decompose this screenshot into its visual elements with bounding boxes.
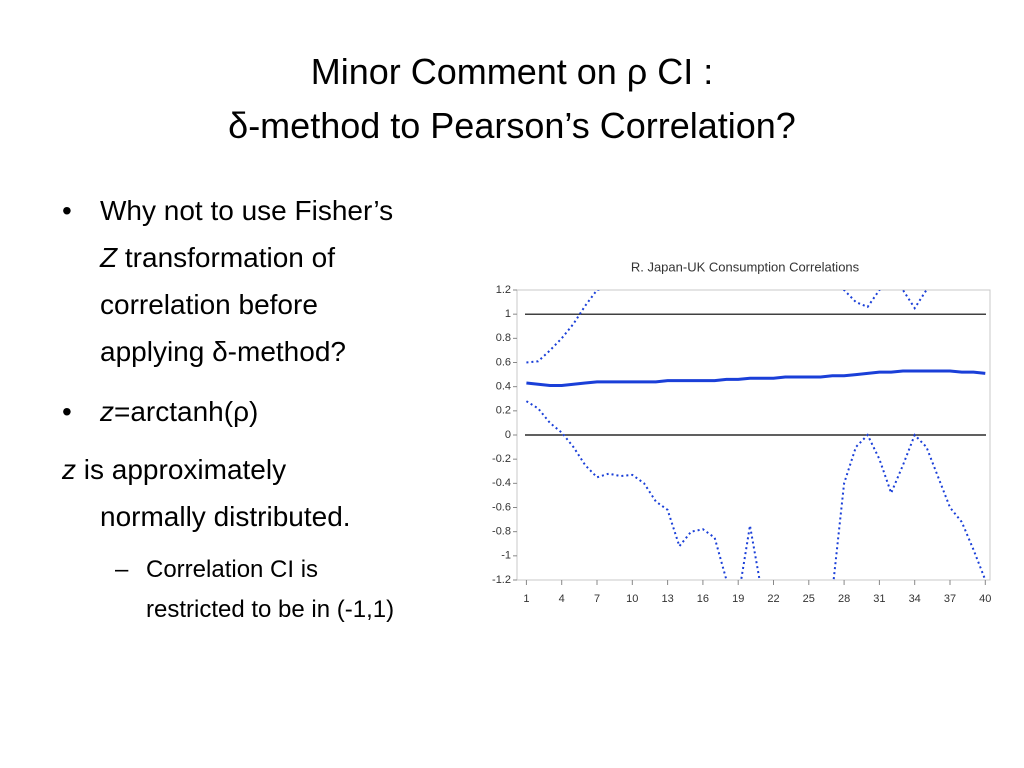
- y-tick-label: 0.2: [496, 405, 511, 417]
- text-run: is approximately: [76, 454, 287, 485]
- x-tick-label: 10: [626, 593, 638, 605]
- slide-title: δ-method to Pearson’s Correlation?: [228, 105, 796, 146]
- text-run: =arctanh(ρ): [114, 396, 259, 427]
- bullet-line: applying δ-method?: [100, 337, 346, 367]
- series-line: [526, 369, 986, 387]
- y-tick-label: 0.4: [496, 381, 511, 393]
- bullet-line: z=arctanh(ρ): [100, 397, 258, 427]
- y-tick-label: -0.2: [492, 453, 511, 465]
- x-tick-label: 16: [697, 593, 709, 605]
- bullet-marker: –: [115, 556, 129, 583]
- text-run: restricted to be in (-1,1): [146, 596, 395, 623]
- bullet-marker: •: [62, 396, 72, 427]
- text-run: z: [100, 396, 114, 427]
- text-run: z: [62, 454, 76, 485]
- bullet-line: z is approximately: [62, 455, 286, 485]
- y-tick-label: 1.2: [496, 284, 511, 296]
- bullet-line: correlation before: [100, 290, 318, 320]
- x-tick-label: 40: [979, 593, 991, 605]
- bullet-line: normally distributed.: [100, 502, 351, 532]
- x-tick-label: 25: [803, 593, 815, 605]
- x-tick-label: 4: [559, 593, 565, 605]
- y-tick-label: -0.6: [492, 501, 511, 513]
- bullet-line: Z transformation of: [100, 243, 335, 273]
- text-run: transformation of: [117, 242, 335, 273]
- bullet-line: Why not to use Fisher’s: [100, 196, 393, 226]
- x-tick-label: 13: [661, 593, 673, 605]
- text-run: correlation before: [100, 289, 318, 320]
- y-tick-label: -1.2: [492, 574, 511, 586]
- y-tick-label: -0.8: [492, 526, 511, 538]
- y-tick-label: 1: [505, 308, 511, 320]
- text-run: Z: [100, 242, 118, 273]
- x-tick-label: 28: [838, 593, 850, 605]
- y-tick-label: 0: [505, 429, 511, 441]
- text-run: applying δ-method?: [100, 336, 346, 367]
- y-tick-label: 0.8: [496, 332, 511, 344]
- y-tick-label: -1: [501, 550, 511, 562]
- bullet-marker: •: [62, 195, 72, 226]
- x-tick-label: 7: [594, 593, 600, 605]
- y-tick-label: -0.4: [492, 477, 511, 489]
- x-tick-label: 34: [909, 593, 921, 605]
- y-tick-label: 0.6: [496, 356, 511, 368]
- bullet-line: Correlation CI is: [146, 555, 318, 585]
- slide-title: Minor Comment on ρ CI :: [310, 51, 714, 92]
- series-line: [525, 400, 987, 580]
- text-run: Why not to use Fisher’s: [100, 195, 394, 226]
- x-tick-label: 31: [873, 593, 885, 605]
- x-tick-label: 22: [767, 593, 779, 605]
- plot-lines: [525, 290, 987, 580]
- chart-title: R. Japan-UK Consumption Correlations: [631, 259, 860, 274]
- x-tick-label: 37: [944, 593, 956, 605]
- x-tick-label: 19: [732, 593, 744, 605]
- series-line: [526, 290, 928, 364]
- text-run: normally distributed.: [100, 501, 351, 532]
- text-run: Correlation CI is: [146, 556, 319, 583]
- bullet-line: restricted to be in (-1,1): [146, 595, 394, 625]
- x-tick-label: 1: [523, 593, 529, 605]
